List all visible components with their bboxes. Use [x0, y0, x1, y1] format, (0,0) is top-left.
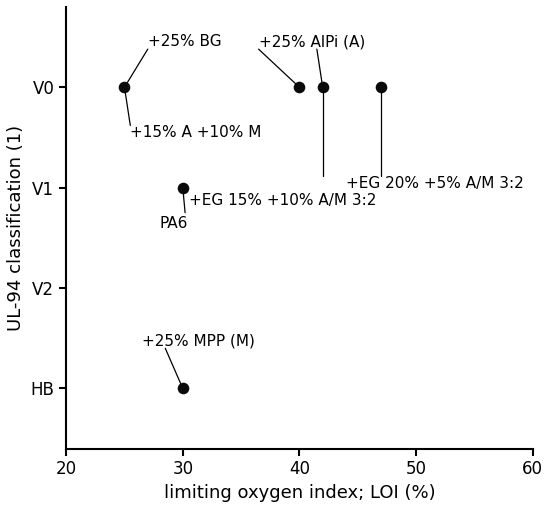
Text: +EG 20% +5% A/M 3:2: +EG 20% +5% A/M 3:2	[346, 176, 524, 190]
Y-axis label: UL-94 classification (1): UL-94 classification (1)	[7, 125, 25, 331]
Point	[295, 83, 304, 91]
Text: +25% MPP (M): +25% MPP (M)	[142, 333, 255, 348]
Text: +25% AlPi (A): +25% AlPi (A)	[258, 34, 365, 49]
Point	[377, 83, 386, 91]
Text: +15% A +10% M: +15% A +10% M	[130, 125, 262, 140]
Point	[178, 384, 187, 392]
Point	[318, 83, 327, 91]
Text: +25% BG: +25% BG	[148, 34, 222, 49]
Text: PA6: PA6	[160, 216, 188, 231]
Text: +EG 15% +10% A/M 3:2: +EG 15% +10% A/M 3:2	[189, 193, 376, 208]
X-axis label: limiting oxygen index; LOI (%): limiting oxygen index; LOI (%)	[163, 484, 435, 502]
Point	[120, 83, 129, 91]
Point	[178, 184, 187, 192]
